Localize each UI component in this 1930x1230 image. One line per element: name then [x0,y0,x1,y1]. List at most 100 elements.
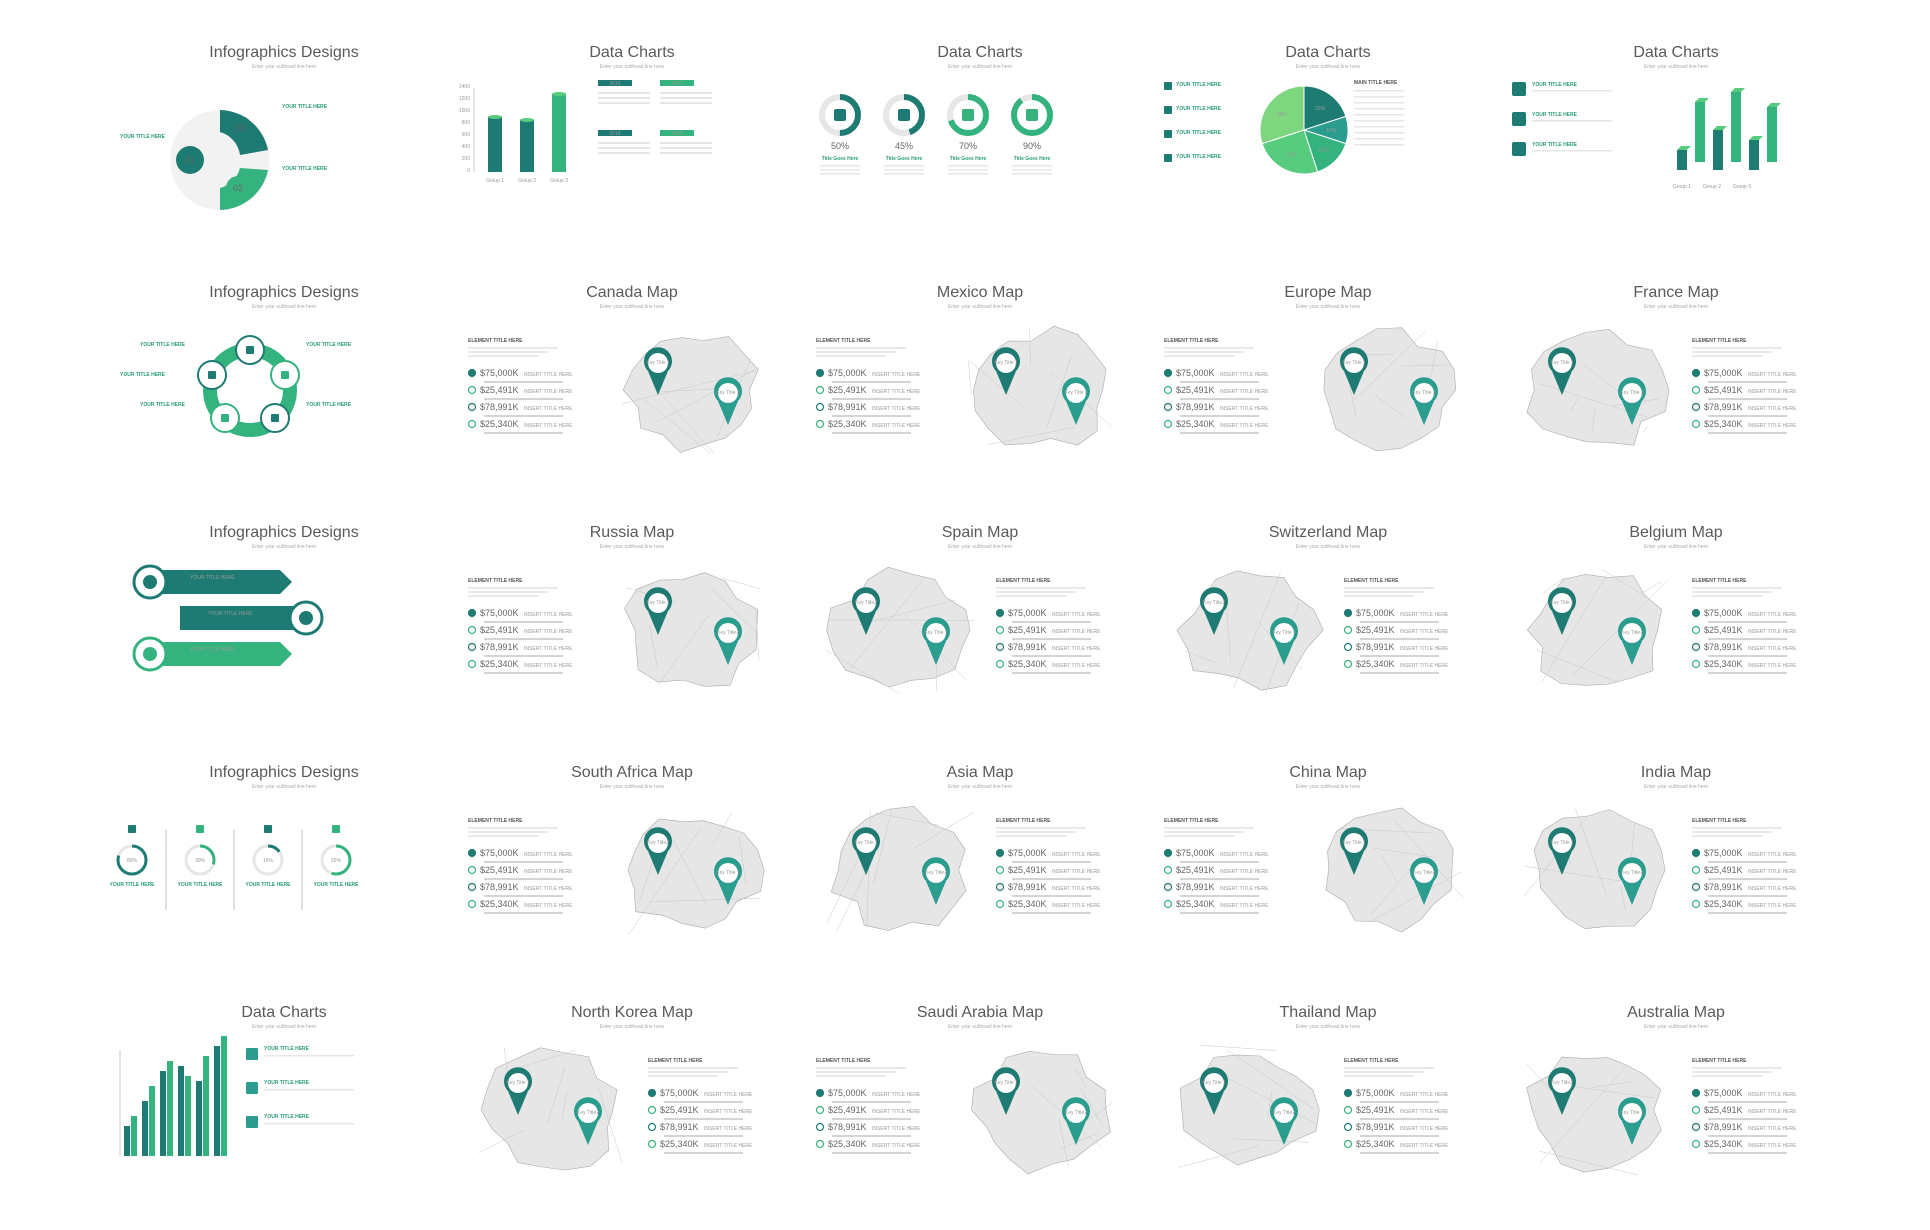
insert-title: INSERT TITLE HERE [1400,612,1449,618]
step-number: 01 [185,155,195,165]
bullet-icon [1165,370,1172,377]
placeholder-line [1354,132,1404,134]
map-shape [1527,570,1667,686]
stat-value: $25,340K [1008,659,1047,669]
placeholder-line [1164,831,1244,833]
bullet-icon [649,1090,656,1097]
bullet-icon [1693,867,1700,874]
placeholder-line [1354,102,1404,104]
bullet-icon [1693,1090,1700,1097]
stat-value: $25,340K [480,419,519,429]
map-shape [827,567,974,693]
slide-title: Infographics Designs [110,44,458,62]
checkbox-icon [1164,82,1172,90]
placeholder-line [1532,120,1612,122]
pin-label: Key Title 1 [994,360,1018,366]
map-shape [628,812,764,934]
item-title: YOUR TITLE HERE [140,342,186,348]
slide-title: France Map [1502,284,1850,302]
bullet-icon [997,644,1004,651]
placeholder-line [1344,595,1414,597]
placeholder-line [1012,165,1052,167]
insert-title: INSERT TITLE HERE [1220,886,1269,892]
insert-title: INSERT TITLE HERE [1220,903,1269,909]
slide-title: Russia Map [458,524,806,542]
element-title: ELEMENT TITLE HERE [1344,1058,1399,1064]
bullet-icon [997,867,1004,874]
insert-title: INSERT TITLE HERE [524,612,573,618]
placeholder-line [884,169,924,171]
icon-glyph [143,575,157,589]
bar-3d [1695,102,1705,162]
insert-title: INSERT TITLE HERE [1052,646,1101,652]
slide-title: Data Charts [806,44,1154,62]
bar-3d [1749,140,1759,170]
insert-title: INSERT TITLE HERE [1052,886,1101,892]
stat-value: $25,340K [480,659,519,669]
chart-icon [1026,109,1038,121]
element-title: ELEMENT TITLE HERE [1692,338,1747,344]
placeholder-line [816,1071,896,1073]
insert-title: INSERT TITLE HERE [1052,903,1101,909]
stat-value: $78,991K [828,402,867,412]
bar-top [1767,103,1781,107]
placeholder-line [660,92,712,94]
item-title: YOUR TITLE HERE [140,402,186,408]
pin-label: Key Title 2 [1620,390,1644,396]
slide-title: Mexico Map [806,284,1154,302]
placeholder-line [884,165,924,167]
ring-icon [128,825,136,833]
insert-title: INSERT TITLE HERE [1748,903,1797,909]
insert-title: INSERT TITLE HERE [1400,1092,1449,1098]
y-tick: 200 [462,156,471,162]
bullet-icon [1693,901,1700,908]
x-tick: Group 1 [1673,184,1691,190]
insert-title: INSERT TITLE HERE [524,646,573,652]
stat-value: $25,340K [660,1139,699,1149]
x-tick: Group 2 [1703,184,1721,190]
arrow-banner [162,570,292,594]
bullet-icon [997,661,1004,668]
item-title: YOUR TITLE HERE [1176,106,1222,112]
insert-title: INSERT TITLE HERE [1052,612,1101,618]
bar [520,120,534,172]
element-title: ELEMENT TITLE HERE [468,578,523,584]
bar [196,1081,202,1156]
insert-title: INSERT TITLE HERE [872,406,921,412]
placeholder-line [1164,351,1244,353]
bullet-icon [997,884,1004,891]
bar-top [1695,98,1709,102]
bar [149,1086,155,1156]
